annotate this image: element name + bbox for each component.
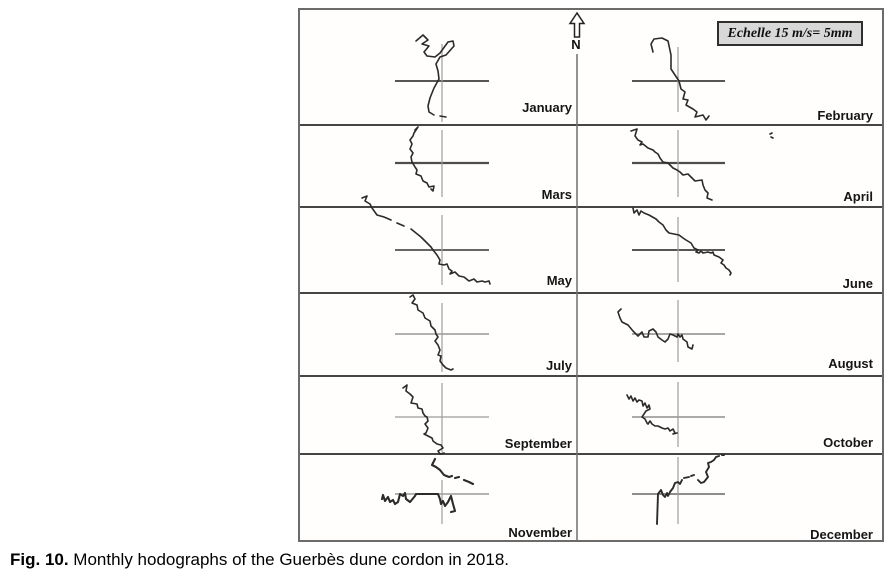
figure-caption: Fig. 10. Monthly hodographs of the Guerb… — [10, 550, 509, 570]
hodograph-trace-july — [409, 294, 454, 371]
month-label-may: May — [546, 273, 572, 288]
month-label-mars: Mars — [541, 187, 572, 202]
hodograph-grid-svg — [300, 11, 882, 540]
month-label-november: November — [508, 525, 572, 540]
hodograph-trace-april — [630, 128, 774, 201]
hodograph-trace-june — [632, 207, 732, 276]
month-label-april: April — [843, 189, 873, 204]
hodograph-trace-mars — [409, 126, 435, 192]
scale-legend-text: Echelle 15 m/s= 5mm — [727, 25, 853, 41]
hodograph-figure: N Echelle 15 m/s= 5mm January February Mar… — [298, 8, 884, 542]
month-label-september: September — [504, 436, 572, 451]
hodograph-trace-november — [380, 457, 475, 514]
hodograph-trace-august — [617, 308, 694, 350]
month-label-july: July — [545, 358, 572, 373]
month-label-june: June — [842, 276, 873, 291]
hodograph-trace-january — [415, 34, 455, 118]
caption-text: Monthly hodographs of the Guerbès dune c… — [68, 550, 509, 569]
month-label-december: December — [810, 527, 873, 542]
hodograph-trace-december — [656, 454, 725, 525]
hodograph-trace-february — [650, 37, 710, 121]
month-label-august: August — [828, 356, 873, 371]
north-label: N — [571, 37, 581, 52]
hodograph-trace-september — [402, 384, 445, 455]
month-label-october: October — [823, 435, 873, 450]
caption-number: Fig. 10. — [10, 550, 69, 569]
hodograph-trace-october — [626, 394, 678, 435]
north-arrow-icon — [568, 11, 586, 38]
month-label-february: February — [817, 108, 873, 123]
month-label-january: January — [522, 100, 572, 115]
hodograph-trace-may — [361, 195, 491, 285]
scale-legend: Echelle 15 m/s= 5mm — [717, 21, 863, 46]
